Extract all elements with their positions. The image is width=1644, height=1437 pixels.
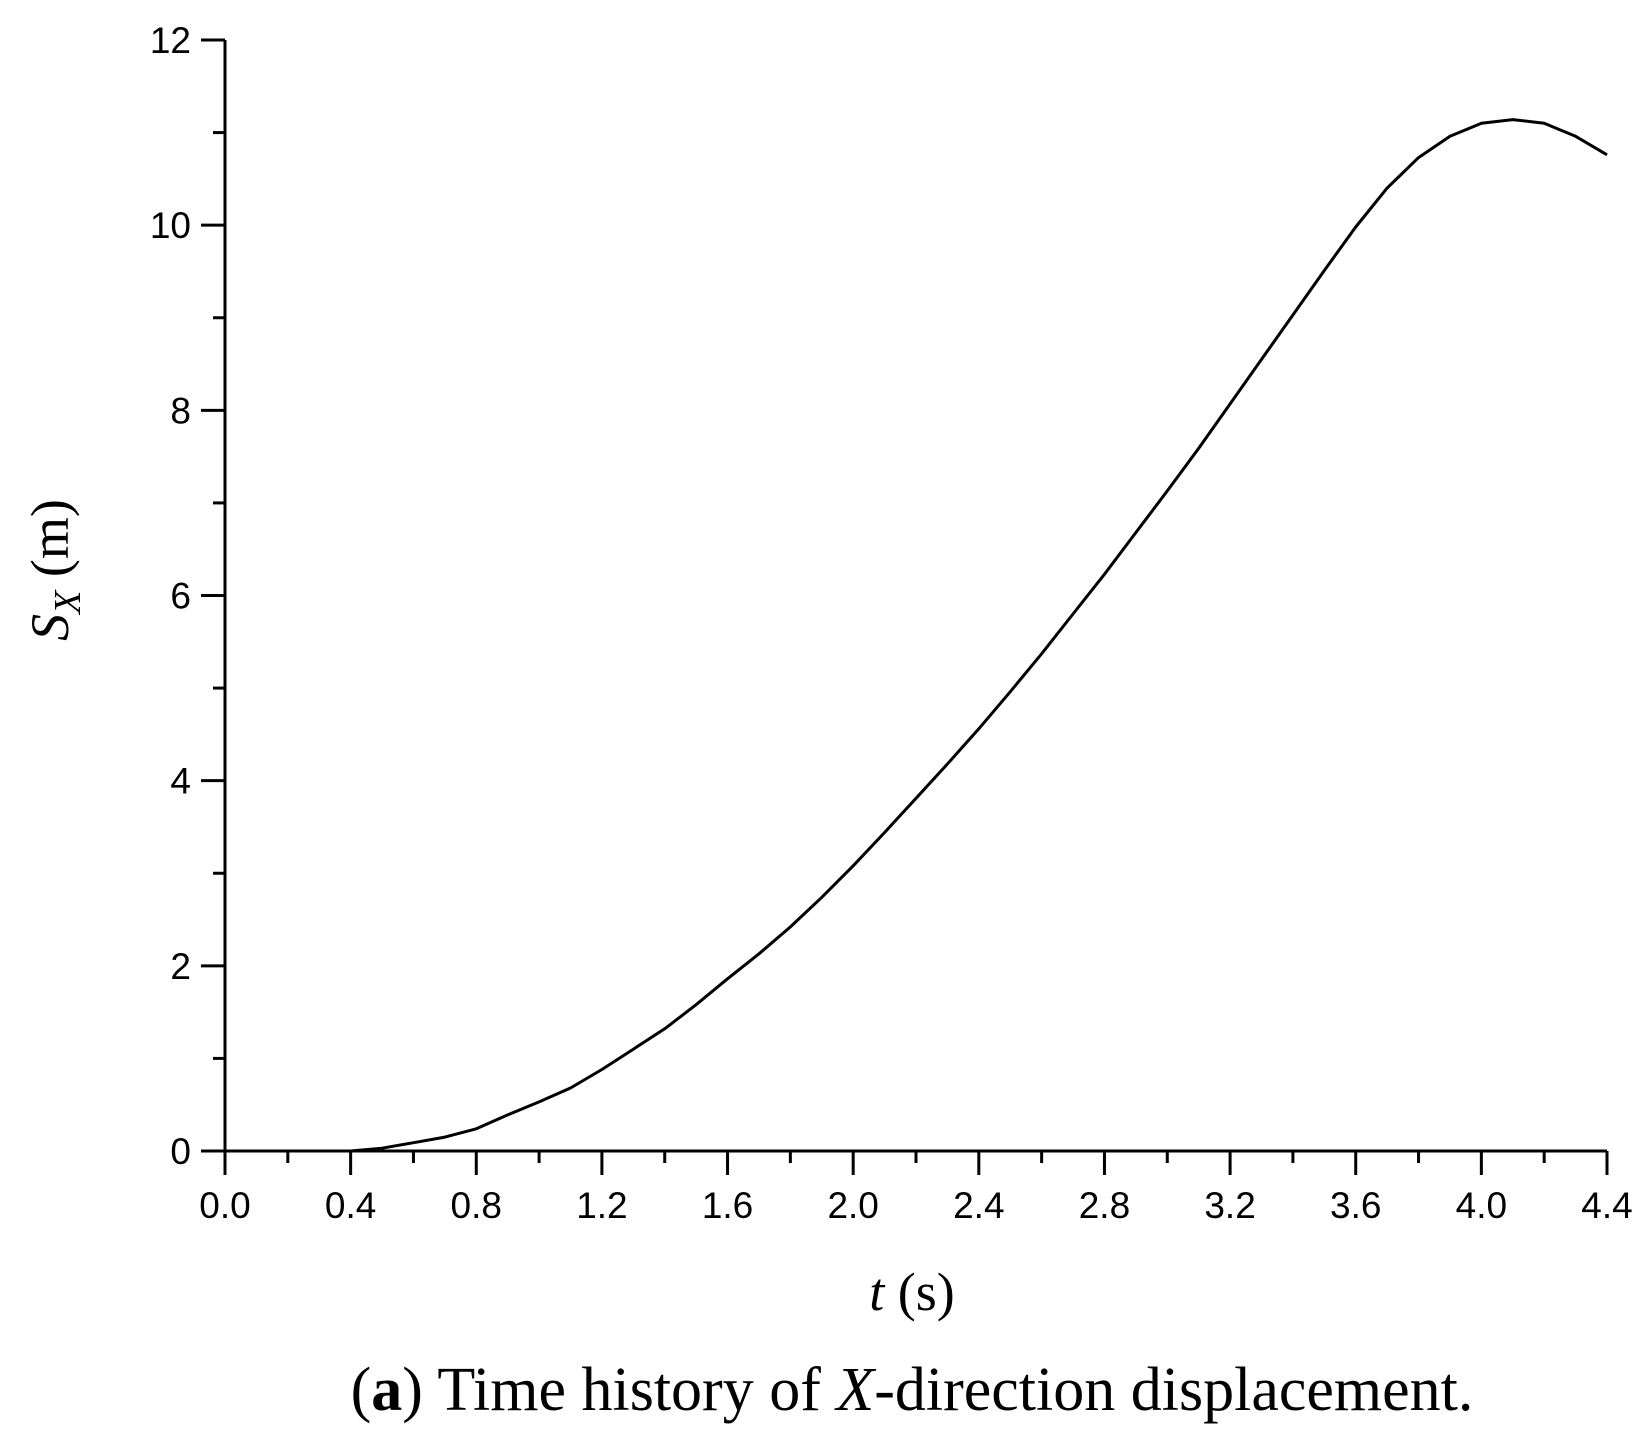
y-ticks: 0 2 4 6 8 10 12 <box>150 20 225 1172</box>
x-tick-label: 0.0 <box>199 1185 250 1226</box>
x-tick-label: 3.6 <box>1330 1185 1381 1226</box>
y-tick-label: 12 <box>150 20 191 61</box>
y-tick-label: 6 <box>170 576 191 617</box>
y-axis-title: SX (m) <box>20 499 89 641</box>
figure-caption: (a) Time history of X-direction displace… <box>351 1356 1474 1424</box>
x-tick-label: 0.4 <box>325 1185 376 1226</box>
x-tick-label: 2.8 <box>1079 1185 1130 1226</box>
y-tick-label: 4 <box>170 761 191 802</box>
x-tick-label: 3.2 <box>1204 1185 1255 1226</box>
x-tick-label: 1.2 <box>576 1185 627 1226</box>
x-tick-label: 2.0 <box>827 1185 878 1226</box>
x-axis-title: t (s) <box>869 1262 955 1322</box>
y-tick-label: 8 <box>170 390 191 431</box>
y-tick-label: 10 <box>150 205 191 246</box>
plot-area <box>350 118 1608 1153</box>
x-tick-label: 1.6 <box>702 1185 753 1226</box>
axes <box>223 40 1607 1153</box>
y-tick-label: 2 <box>170 946 191 987</box>
x-tick-label: 4.0 <box>1456 1185 1507 1226</box>
x-tick-label: 2.4 <box>953 1185 1004 1226</box>
y-tick-label: 0 <box>170 1131 191 1172</box>
x-tick-label: 0.8 <box>451 1185 502 1226</box>
series-line <box>350 118 1608 1153</box>
x-tick-label: 4.4 <box>1581 1185 1632 1226</box>
x-ticks: 0.0 0.4 0.8 1.2 1.6 2.0 2.4 2.8 3.2 3.6 4.0 4.4 <box>199 1151 1633 1226</box>
